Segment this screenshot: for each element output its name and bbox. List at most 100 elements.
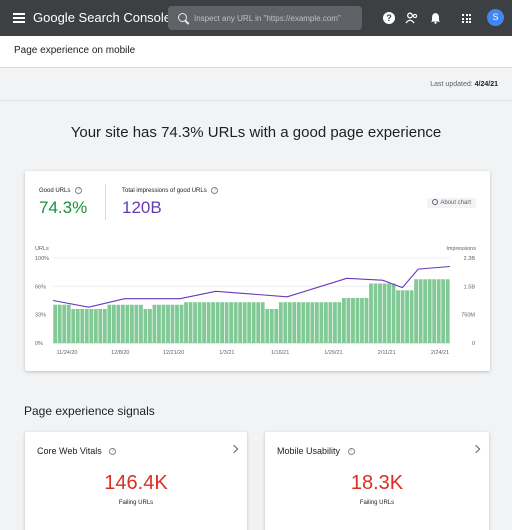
bar[interactable] xyxy=(378,283,382,344)
chevron-right-icon[interactable] xyxy=(229,444,239,454)
bar[interactable] xyxy=(80,309,85,343)
bar[interactable] xyxy=(265,309,270,343)
bar[interactable] xyxy=(211,302,216,343)
bar[interactable] xyxy=(274,309,279,343)
bar[interactable] xyxy=(436,279,441,343)
account-avatar[interactable]: S xyxy=(487,9,504,26)
bar[interactable] xyxy=(170,304,175,343)
bar[interactable] xyxy=(202,302,206,343)
bar[interactable] xyxy=(224,302,229,343)
bar[interactable] xyxy=(310,302,315,343)
bar[interactable] xyxy=(57,304,62,343)
bar[interactable] xyxy=(305,302,310,343)
bar[interactable] xyxy=(251,302,256,343)
bar[interactable] xyxy=(342,297,346,343)
bar[interactable] xyxy=(360,297,364,343)
bar[interactable] xyxy=(111,304,116,343)
bar[interactable] xyxy=(278,302,283,343)
bar[interactable] xyxy=(193,302,197,343)
bar[interactable] xyxy=(242,302,247,343)
bar[interactable] xyxy=(220,302,225,343)
apps-icon[interactable] xyxy=(462,14,471,23)
bar[interactable] xyxy=(129,304,134,343)
bar[interactable] xyxy=(247,302,252,343)
help-circle-icon[interactable]: ? xyxy=(211,187,219,194)
bar[interactable] xyxy=(139,304,143,343)
bar[interactable] xyxy=(206,302,211,343)
chevron-right-icon[interactable] xyxy=(471,444,481,454)
bar[interactable] xyxy=(179,304,184,343)
bar[interactable] xyxy=(260,302,265,343)
bar[interactable] xyxy=(400,290,405,343)
bar[interactable] xyxy=(369,283,373,344)
bar[interactable] xyxy=(364,297,369,343)
bar[interactable] xyxy=(197,302,202,343)
bar[interactable] xyxy=(62,304,67,343)
bar[interactable] xyxy=(328,302,333,343)
bar[interactable] xyxy=(323,302,328,343)
bar[interactable] xyxy=(116,304,121,343)
url-inspection-search[interactable] xyxy=(168,6,362,30)
bar[interactable] xyxy=(66,304,71,343)
bar[interactable] xyxy=(93,309,98,343)
bar[interactable] xyxy=(269,309,274,343)
bar[interactable] xyxy=(296,302,301,343)
bar[interactable] xyxy=(184,302,188,343)
bar[interactable] xyxy=(98,309,103,343)
bar[interactable] xyxy=(53,304,58,343)
bar[interactable] xyxy=(373,283,378,344)
bar[interactable] xyxy=(75,309,80,343)
bar[interactable] xyxy=(161,304,166,343)
bar[interactable] xyxy=(157,304,161,343)
bar[interactable] xyxy=(292,302,297,343)
bar[interactable] xyxy=(314,302,319,343)
bar[interactable] xyxy=(301,302,306,343)
bar[interactable] xyxy=(143,309,148,343)
bar[interactable] xyxy=(423,279,428,343)
bar[interactable] xyxy=(418,279,423,343)
bar[interactable] xyxy=(107,304,112,343)
bar[interactable] xyxy=(125,304,130,343)
bar[interactable] xyxy=(134,304,139,343)
bar[interactable] xyxy=(120,304,125,343)
core-web-vitals-card[interactable]: Core Web Vitals ? 146.4K Failing URLs xyxy=(25,432,247,530)
url-inspection-input[interactable] xyxy=(194,10,356,26)
bar[interactable] xyxy=(71,309,76,343)
bar[interactable] xyxy=(233,302,238,343)
help-circle-icon[interactable]: ? xyxy=(109,448,117,456)
bar[interactable] xyxy=(387,283,391,344)
bar[interactable] xyxy=(175,304,179,343)
help-icon[interactable]: ? xyxy=(382,11,396,25)
bar[interactable] xyxy=(414,279,419,343)
bar[interactable] xyxy=(287,302,292,343)
bar[interactable] xyxy=(84,309,89,343)
menu-icon[interactable] xyxy=(13,13,25,23)
mobile-usability-card[interactable]: Mobile Usability ? 18.3K Failing URLs xyxy=(265,432,489,530)
help-circle-icon[interactable]: ? xyxy=(75,187,83,194)
bar[interactable] xyxy=(319,302,324,343)
bar[interactable] xyxy=(351,297,355,343)
bar[interactable] xyxy=(148,309,152,343)
bar[interactable] xyxy=(405,290,409,343)
bar[interactable] xyxy=(391,283,396,344)
bar[interactable] xyxy=(215,302,220,343)
bar[interactable] xyxy=(256,302,261,343)
bar[interactable] xyxy=(355,297,360,343)
bar[interactable] xyxy=(409,290,414,343)
bar[interactable] xyxy=(229,302,234,343)
bar[interactable] xyxy=(427,279,432,343)
help-circle-icon[interactable]: ? xyxy=(347,448,355,456)
app-title[interactable]: Google Search Console xyxy=(33,10,172,25)
bar[interactable] xyxy=(396,290,400,343)
bar[interactable] xyxy=(337,302,342,343)
bar[interactable] xyxy=(441,279,446,343)
about-chart-button[interactable]: About chart xyxy=(427,198,476,208)
bar[interactable] xyxy=(89,309,94,343)
bar[interactable] xyxy=(333,302,337,343)
bar[interactable] xyxy=(445,279,450,343)
bar[interactable] xyxy=(382,283,387,344)
bar[interactable] xyxy=(152,304,157,343)
bell-icon[interactable] xyxy=(428,11,442,25)
users-icon[interactable] xyxy=(404,11,418,25)
bar[interactable] xyxy=(166,304,170,343)
